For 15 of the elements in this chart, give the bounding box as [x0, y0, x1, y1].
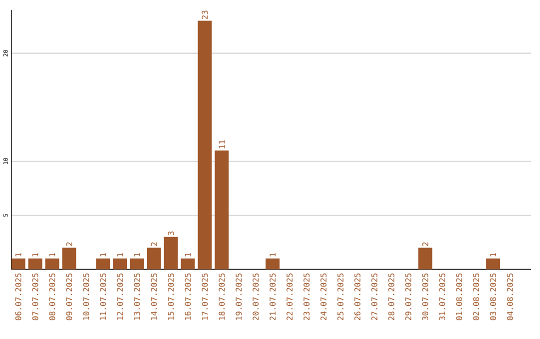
- bar: [180, 258, 195, 270]
- bar: [266, 258, 280, 270]
- bar: [198, 20, 212, 270]
- bar: [28, 258, 42, 270]
- bar: [113, 258, 128, 270]
- bar: [214, 150, 229, 270]
- bar: [486, 258, 500, 270]
- bar: [45, 258, 60, 270]
- bar: [11, 258, 26, 270]
- bar: [146, 248, 161, 270]
- bar: [130, 258, 144, 270]
- bar: [418, 248, 432, 270]
- bar: [96, 258, 110, 270]
- bar: [62, 248, 76, 270]
- bar: [164, 236, 178, 270]
